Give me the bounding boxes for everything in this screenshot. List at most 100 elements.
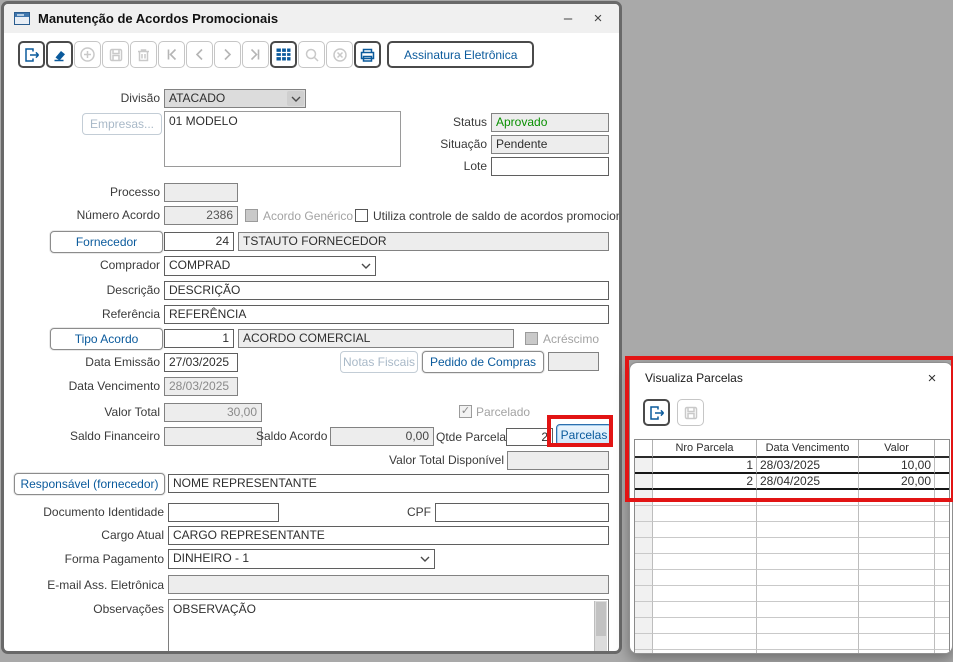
grid-cell-empty [935,570,949,586]
chevron-down-icon [287,91,304,106]
comprador-select[interactable]: COMPRAD [164,256,376,276]
grid-cell-valor[interactable]: 20,00 [859,474,935,490]
status-label: Status [452,115,487,129]
chevron-down-icon [416,551,433,567]
grid-cell-empty [859,490,935,506]
notas-fiscais-button[interactable]: Notas Fiscais [340,351,418,373]
exit-icon [649,405,664,420]
saldo-financeiro-field [164,427,262,446]
assinatura-eletronica-button[interactable]: Assinatura Eletrônica [387,41,535,68]
grid-cell-empty [859,570,935,586]
forma-pagamento-value: DINHEIRO - 1 [173,551,250,565]
divisao-label: Divisão [120,91,160,105]
grid-view-button[interactable] [270,41,297,68]
add-button[interactable] [74,41,101,68]
tipo-acordo-code-field[interactable]: 1 [164,329,234,348]
last-record-icon [250,48,260,61]
eraser-button[interactable] [46,41,73,68]
empresas-textarea[interactable]: 01 MODELO [164,111,401,167]
numero-acordo-field: 2386 [164,206,238,225]
row-selector-cell[interactable] [635,458,653,474]
parcelas-grid[interactable]: Nro Parcela Data Vencimento Valor 1 28/0… [634,439,950,653]
pedido-compras-button[interactable]: Pedido de Compras [422,351,544,373]
print-button[interactable] [354,41,381,68]
parcelas-close-button[interactable]: × [927,369,937,387]
data-vencimento-field: 28/03/2025 [164,377,238,396]
grid-cell-empty [757,602,859,618]
printer-icon [360,48,375,62]
search-button[interactable] [298,41,325,68]
grid-cell-empty [859,602,935,618]
data-emissao-field[interactable]: 27/03/2025 [164,353,238,372]
grid-cell-empty [757,586,859,602]
responsavel-fornecedor-button[interactable]: Responsável (fornecedor) [14,473,165,495]
plus-circle-icon [80,47,95,62]
saldo-acordo-label: Saldo Acordo [256,429,328,443]
grid-cell-nro[interactable]: 2 [653,474,757,490]
cargo-atual-field[interactable]: CARGO REPRESENTANTE [168,526,609,545]
divisao-select[interactable]: ATACADO [164,89,306,108]
observacoes-textarea[interactable]: OBSERVAÇÃO [168,599,609,651]
data-vencimento-label: Data Vencimento [68,379,160,393]
referencia-field[interactable]: REFERÊNCIA [164,305,609,324]
grid-cell-empty [757,522,859,538]
exit-icon [24,47,39,62]
main-window-title: Manutenção de Acordos Promocionais [38,11,279,26]
lote-field[interactable] [491,157,609,176]
parcelas-button[interactable]: Parcelas [556,424,612,446]
qtde-parcelas-field[interactable]: 2 [506,428,553,446]
acrescimo-checkbox[interactable] [525,332,538,345]
grid-cell-empty [653,634,757,650]
parcelas-save-button[interactable] [677,399,704,426]
grid-cell-vencimento[interactable]: 28/03/2025 [757,458,859,474]
situacao-field: Pendente [491,135,609,154]
cpf-field[interactable] [435,503,609,522]
grid-cell-empty [859,522,935,538]
parcelas-exit-button[interactable] [643,399,670,426]
parcelado-checkbox[interactable]: ✓ [459,405,472,418]
chevron-down-icon [357,258,374,274]
grid-cell-nro[interactable]: 1 [653,458,757,474]
grid-cell-empty [935,618,949,634]
grid-cell-empty [859,650,935,653]
grid-cell-empty [859,506,935,522]
empresas-button[interactable]: Empresas... [82,113,162,135]
grid-cell-valor[interactable]: 10,00 [859,458,935,474]
fornecedor-code-field[interactable]: 24 [164,232,234,251]
cancel-button[interactable] [326,41,353,68]
lote-label: Lote [463,159,487,173]
previous-record-button[interactable] [186,41,213,68]
grid-cell-empty [653,586,757,602]
grid-cell-extra [935,458,949,474]
grid-cell-empty [859,586,935,602]
close-button[interactable]: × [593,10,603,27]
forma-pagamento-select[interactable]: DINHEIRO - 1 [168,549,435,569]
save-icon [109,48,122,61]
checkmark-icon: ✓ [460,405,471,417]
first-record-button[interactable] [158,41,185,68]
observacoes-value: OBSERVAÇÃO [173,602,256,616]
exit-button[interactable] [18,41,45,68]
valor-total-disponivel-field [507,451,609,470]
grid-cell-empty [757,490,859,506]
documento-identidade-field[interactable] [168,503,279,522]
minimize-button[interactable]: – [563,10,573,27]
grid-cell-vencimento[interactable]: 28/04/2025 [757,474,859,490]
grid-cell-empty [935,586,949,602]
observacoes-scrollbar[interactable] [594,601,607,651]
row-selector-cell [635,554,653,570]
fornecedor-button[interactable]: Fornecedor [50,231,163,253]
descricao-field[interactable]: DESCRIÇÃO [164,281,609,300]
last-record-button[interactable] [242,41,269,68]
responsavel-field[interactable]: NOME REPRESENTANTE [168,474,609,493]
acordo-generico-checkbox[interactable] [245,209,258,222]
acrescimo-label: Acréscimo [543,332,600,346]
delete-button[interactable] [130,41,157,68]
row-selector-cell[interactable] [635,474,653,490]
next-record-button[interactable] [214,41,241,68]
valor-total-field: 30,00 [164,403,262,422]
saldo-financeiro-label: Saldo Financeiro [69,429,160,443]
utiliza-controle-checkbox[interactable] [355,209,368,222]
tipo-acordo-button[interactable]: Tipo Acordo [50,328,163,350]
save-button[interactable] [102,41,129,68]
